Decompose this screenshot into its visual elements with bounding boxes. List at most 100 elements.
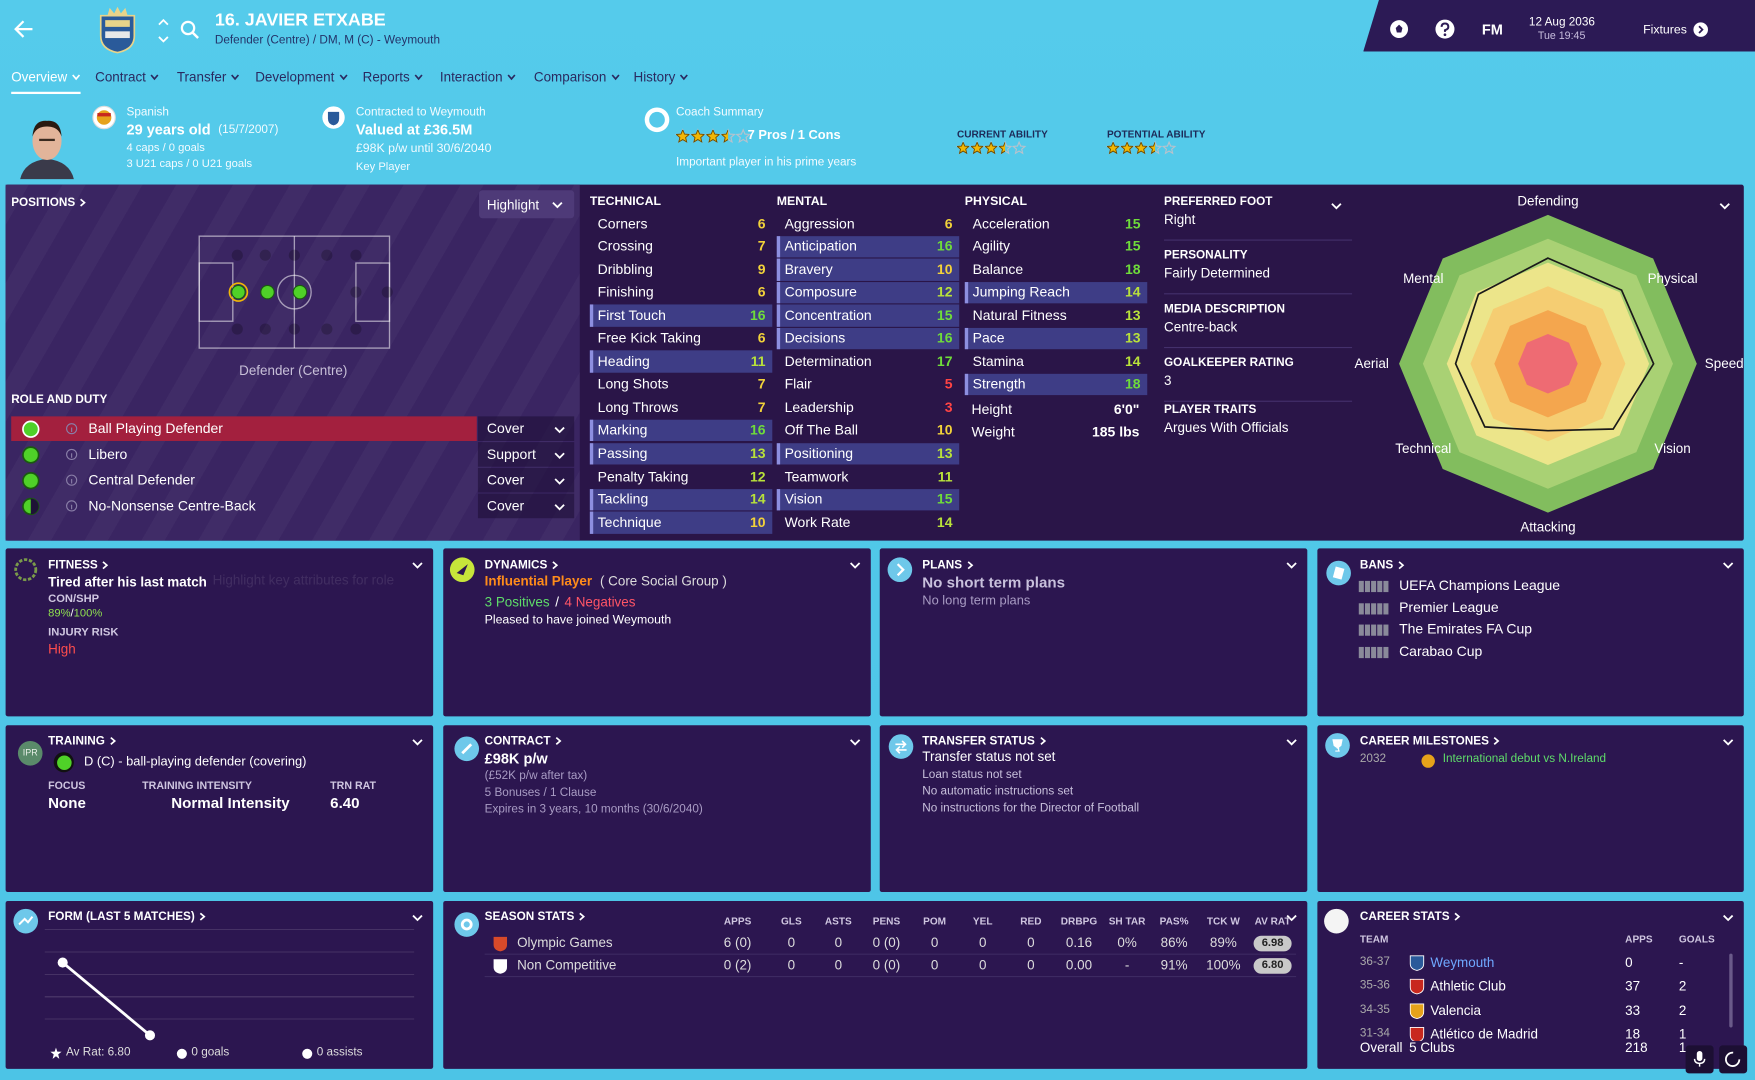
form-average-rating: Av Rat: 6.80 [66, 1045, 131, 1059]
competition-name: Olympic Games [517, 934, 613, 951]
attribute-value: 16 [750, 307, 766, 324]
panel-title[interactable]: TRANSFER STATUS [922, 734, 1047, 748]
panel-title-text: CAREER STATS [1359, 909, 1450, 924]
nav-tab[interactable]: Development [255, 69, 348, 85]
panel-title[interactable]: FITNESS [48, 559, 110, 572]
condition: 89% [48, 607, 71, 621]
panel-title[interactable]: TRAINING [48, 734, 117, 748]
attribute-value: 14 [1124, 284, 1141, 301]
attribute-name: Bravery [784, 261, 833, 278]
duty-dropdown[interactable]: Cover [477, 467, 575, 493]
chevron-path [1719, 203, 1730, 210]
panel-title-text: FORM (LAST 5 MATCHES) [48, 909, 195, 924]
panel-title[interactable]: CONTRACT [485, 734, 563, 748]
fixtures-arrow [1693, 22, 1708, 37]
role-name[interactable]: Ball Playing Defender [88, 420, 223, 437]
current-ability-label: CURRENT ABILITY [956, 128, 1048, 140]
info-circle [66, 500, 78, 512]
help-icon[interactable] [1435, 19, 1455, 39]
nav-tab[interactable]: History [634, 69, 689, 85]
role-name[interactable]: Central Defender [88, 472, 195, 488]
fixtures-button[interactable]: Fixtures [1643, 23, 1687, 37]
squad-status: Key Player [355, 161, 411, 174]
role-name[interactable]: Libero [88, 446, 128, 463]
dropdown-chevron [554, 452, 565, 460]
panel-title[interactable]: PLANS [922, 559, 974, 572]
chevron-path [552, 561, 559, 570]
attribute-value: 16 [936, 330, 953, 347]
role-circle [22, 472, 40, 490]
ban-indicator [1358, 602, 1389, 615]
duty-dropdown[interactable]: Cover [477, 416, 575, 441]
attribute-value: 12 [936, 284, 953, 301]
panel-title-text: FITNESS [48, 558, 98, 572]
position-dot [231, 323, 243, 335]
average-rating-badge: 6.98 [1253, 935, 1292, 952]
attribute-value: 9 [757, 261, 766, 278]
panel-title[interactable]: SEASON STATS [485, 910, 587, 923]
ban-block [1358, 602, 1364, 615]
search-lens [180, 20, 196, 36]
chevron-path [150, 74, 159, 81]
form-assists: 0 assists [316, 1045, 363, 1059]
international-caps: 4 caps / 0 goals [126, 142, 205, 155]
attribute-value: 14 [936, 514, 953, 531]
role-name[interactable]: No-Nonsense Centre-Back [88, 498, 256, 514]
nav-tab[interactable]: Transfer [177, 69, 240, 85]
panel-title[interactable]: CAREER STATS [1360, 910, 1462, 923]
dynamics-arrow [456, 564, 468, 576]
voice-button[interactable] [1685, 1045, 1714, 1074]
attribute-value: 16 [750, 422, 766, 439]
nav-tab-label: Development [255, 69, 335, 86]
duty-dropdown[interactable]: Support [477, 442, 575, 467]
panel-title[interactable]: DYNAMICS [485, 559, 560, 572]
duty-dropdown[interactable]: Cover [477, 493, 575, 519]
panel-title[interactable]: POSITIONS [11, 196, 87, 209]
help-dot [1443, 33, 1447, 37]
attribute-name: Composure [784, 284, 857, 301]
attribute-value: 6 [757, 215, 766, 232]
ban-block [1364, 624, 1370, 637]
panel-title[interactable]: BANS [1360, 559, 1406, 572]
stats-cell: 0% [1117, 934, 1137, 951]
chevron [1039, 736, 1046, 745]
chevron-path [552, 201, 563, 209]
stats-column-header: PENS [872, 915, 901, 927]
attribute-name: Decisions [784, 330, 846, 347]
panel-title[interactable]: FORM (LAST 5 MATCHES) [48, 910, 207, 923]
chevron [199, 912, 206, 921]
role-info [66, 474, 78, 486]
attribute-group-title: MENTAL [776, 194, 828, 209]
attribute-name: Positioning [784, 445, 854, 462]
key-attribute-row [589, 419, 773, 442]
help-mark [1440, 22, 1450, 32]
stats-cell: 0 [978, 934, 987, 951]
refresh-button[interactable] [1719, 1045, 1748, 1074]
attribute-value: 18 [1124, 376, 1141, 393]
detail-separator [1164, 293, 1353, 295]
nav-tab[interactable]: Reports [363, 69, 423, 85]
con-shp-values: 89%/100% [48, 608, 102, 620]
nav-tab[interactable]: Overview [11, 69, 81, 95]
role-suitability [22, 497, 40, 516]
highlight-button[interactable]: Highlight [479, 190, 575, 219]
nav-tab[interactable]: Interaction [440, 69, 516, 85]
nav-tab[interactable]: Comparison [534, 69, 620, 85]
ban-block [1371, 580, 1377, 593]
attribute-group-title: PHYSICAL [964, 194, 1028, 209]
back-button[interactable] [13, 20, 33, 38]
attribute-value: 10 [936, 422, 953, 439]
chevron [1398, 561, 1405, 570]
career-team[interactable]: Weymouth [1430, 954, 1495, 971]
panel-title-text: POSITIONS [11, 195, 76, 210]
player-name: 16. JAVIER ETXABE [214, 11, 386, 31]
fixtures-circle [1693, 22, 1708, 37]
duty-label: Cover [486, 420, 525, 437]
nav-tab[interactable]: Contract [95, 69, 159, 85]
attribute-name: Agility [972, 238, 1010, 255]
career-apps: 18 [1625, 1026, 1641, 1041]
panel-title[interactable]: CAREER MILESTONES [1360, 734, 1501, 748]
key-attribute-row [776, 488, 960, 511]
career-apps: 33 [1625, 1002, 1641, 1019]
attribute-name: Marking [597, 422, 648, 439]
